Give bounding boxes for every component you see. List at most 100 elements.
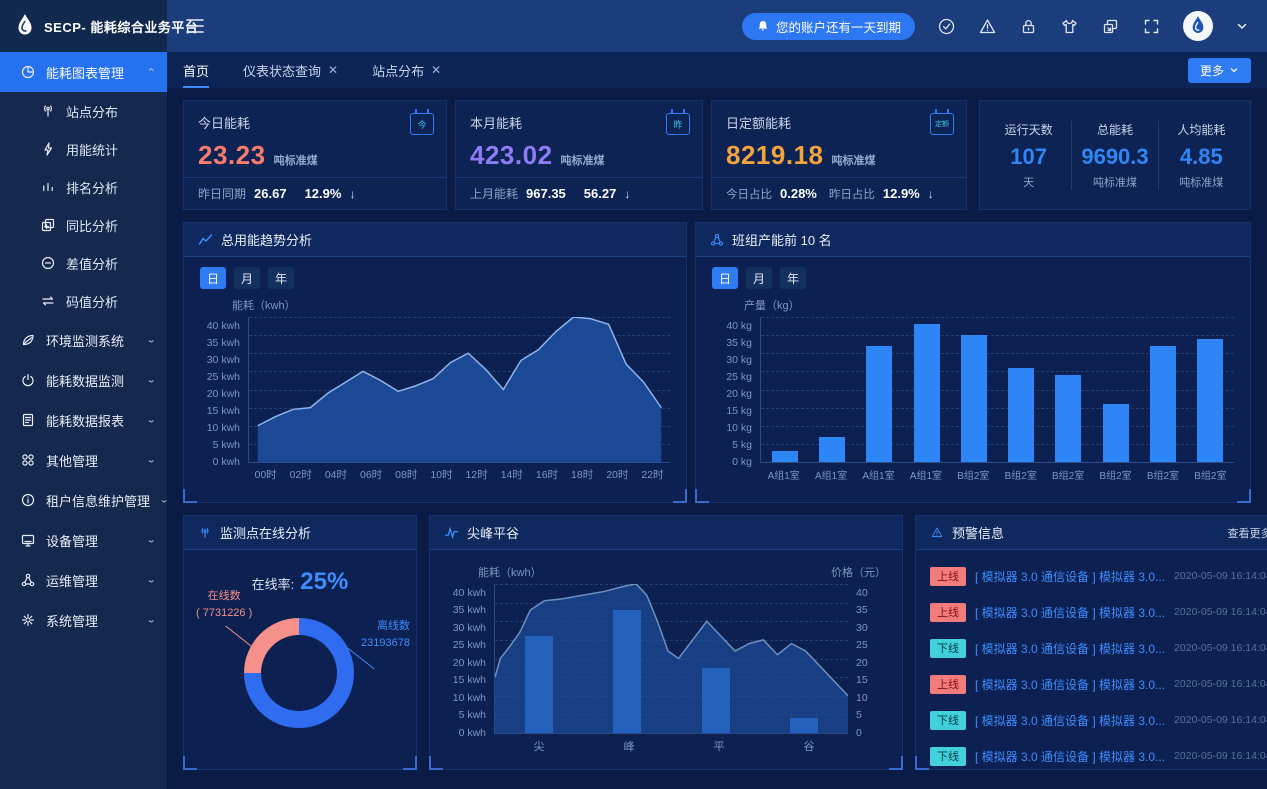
warning-icon[interactable] (978, 17, 997, 36)
y-axis-labels: 40 kwh 35 kwh 30 kwh 25 kwh 20 kwh 15 kwh 10 k… (196, 317, 248, 467)
toggle-year[interactable]: 年 (268, 267, 295, 289)
sidebar-subitem-1[interactable]: 用能统计 (0, 130, 167, 168)
sidebar-item-8[interactable]: 系统管理 ⌄ (0, 600, 167, 640)
sidebar-subitem-0[interactable]: 站点分布 (0, 92, 167, 130)
lock-icon[interactable] (1019, 17, 1038, 36)
trend-period-toggles: 日 月 年 (200, 267, 686, 289)
footer-percent: 56.27 (583, 186, 617, 201)
x-tick-label: 00时 (254, 469, 277, 481)
gridline (249, 335, 670, 337)
online-rate-value: 25% (300, 568, 349, 595)
more-tabs-button[interactable]: 更多 (1187, 57, 1251, 83)
down-arrow-icon: ↓ (624, 186, 631, 201)
y-tick-label: 40 kwh (206, 320, 240, 332)
sidebar-subitem-2[interactable]: 排名分析 (0, 168, 167, 206)
tab-meter-status[interactable]: 仪表状态查询 ✕ (243, 52, 338, 88)
toggle-month[interactable]: 月 (746, 267, 773, 289)
gridline (761, 353, 1234, 355)
sidebar-item-7[interactable]: 运维管理 ⌄ (0, 560, 167, 600)
alert-row-5[interactable]: 下线 [ 模拟器 3.0 通信设备 ] 模拟器 3.0... 2020-05-09 … (930, 738, 1267, 769)
y-tick-label: 40 (856, 587, 868, 599)
x-tick-label: 12时 (465, 469, 488, 481)
close-icon[interactable]: ✕ (328, 63, 339, 77)
y-tick-label: 25 kg (726, 370, 752, 383)
gear-icon (20, 612, 36, 628)
metric-total-energy: 总能耗 9690.3 吨标准煤 (1071, 120, 1157, 190)
y-tick-label: 15 (856, 674, 868, 687)
see-more-link[interactable]: 查看更多 (1227, 527, 1267, 540)
panel-team-ranking: 班组产能前 10 名 日 月 年 产量（kg） 40 kg 35 kg 30 kg 2… (695, 222, 1251, 503)
alert-row-2[interactable]: 下线 [ 模拟器 3.0 通信设备 ] 模拟器 3.0... 2020-05-09 … (930, 630, 1267, 666)
x-axis-labels: 尖峰平谷 (494, 738, 854, 754)
panel-title: 监测点在线分析 (220, 526, 312, 541)
toggle-day[interactable]: 日 (200, 267, 227, 289)
online-rate: 在线率: 25% (251, 568, 349, 595)
alert-row-1[interactable]: 上线 [ 模拟器 3.0 通信设备 ] 模拟器 3.0... 2020-05-09 … (930, 594, 1267, 630)
tab-home[interactable]: 首页 (183, 52, 210, 88)
sidebar-subitem-4[interactable]: 差值分析 (0, 244, 167, 282)
footer-value: 26.67 (254, 186, 287, 201)
layers-icon[interactable] (1101, 17, 1120, 36)
palette-check-icon[interactable] (937, 17, 956, 36)
tab-site-distribution[interactable]: 站点分布 ✕ (372, 52, 441, 88)
chevron-down-icon: ⌄ (145, 335, 156, 345)
y-tick-label: 35 kg (726, 336, 752, 349)
fullscreen-icon[interactable] (1142, 17, 1161, 36)
status-badge: 下线 (930, 746, 966, 766)
chevron-up-icon: ⌃ (145, 67, 156, 77)
sidebar-item-5[interactable]: 租户信息维护管理 ⌄ (0, 480, 169, 520)
chevron-down-icon[interactable] (1235, 19, 1249, 33)
menu-collapse-icon[interactable] (185, 17, 205, 35)
account-expiry-notice[interactable]: 您的账户还有一天到期 (741, 12, 915, 40)
sidebar: 能耗图表管理 ⌃ 站点分布 用能统计 排名分析 同比分析 差值分析 码值分析 环境监测系统 ⌄ 能耗… (0, 52, 169, 789)
sidebar-item-label: 能耗数据报表 (46, 413, 125, 429)
sidebar-item-3[interactable]: 能耗数据报表 ⌄ (0, 400, 167, 440)
metric-value: 4.85 (1179, 143, 1223, 169)
y-axis-title-left: 能耗（kwh） (478, 567, 542, 579)
gridline (761, 371, 1234, 373)
gridline (761, 389, 1234, 391)
sidebar-item-label: 系统管理 (46, 613, 99, 629)
chevron-down-icon (1230, 68, 1238, 73)
gridline (495, 602, 848, 604)
metric-value: 9690.3 (1081, 143, 1149, 169)
device-icon (20, 532, 36, 548)
toggle-day[interactable]: 日 (712, 267, 739, 289)
y-tick-label: 15 kwh (206, 404, 240, 417)
alert-message: [ 模拟器 3.0 通信设备 ] 模拟器 3.0... (975, 713, 1166, 728)
panel-alerts: 预警信息 查看更多 上线 [ 模拟器 3.0 通信设备 ] 模拟器 3.0... 2… (915, 515, 1267, 770)
x-tick-label: 18时 (571, 469, 594, 481)
theme-icon[interactable] (1060, 17, 1079, 36)
antenna-icon (201, 527, 209, 538)
sidebar-item-2[interactable]: 能耗数据监测 ⌄ (0, 360, 167, 400)
sidebar-item-0[interactable]: 能耗图表管理 ⌃ (0, 52, 167, 92)
gridline (761, 335, 1234, 337)
sidebar-item-4[interactable]: 其他管理 ⌄ (0, 440, 167, 480)
sidebar-subitem-3[interactable]: 同比分析 (0, 206, 167, 244)
alert-timestamp: 2020-05-09 16:14:04 (1174, 678, 1267, 690)
metric-run-days: 运行天数 107 天 (986, 121, 1071, 190)
y-axis-labels-left: 40 kwh 35 kwh 30 kwh 25 kwh 20 kwh 15 kwh 10 k… (442, 584, 494, 738)
toggle-year[interactable]: 年 (780, 267, 807, 289)
toggle-month[interactable]: 月 (234, 267, 261, 289)
alert-row-0[interactable]: 上线 [ 模拟器 3.0 通信设备 ] 模拟器 3.0... 2020-05-09 … (930, 558, 1267, 594)
ranking-bar-chart (760, 317, 1234, 463)
user-avatar[interactable] (1183, 11, 1213, 41)
sidebar-item-1[interactable]: 环境监测系统 ⌄ (0, 320, 167, 360)
area-series (495, 584, 848, 733)
notice-text: 您的账户还有一天到期 (775, 20, 901, 35)
gridline (249, 353, 670, 355)
gridline (495, 584, 848, 585)
tab-bar: 首页 仪表状态查询 ✕ 站点分布 ✕ 更多 (167, 52, 1267, 88)
calendar-quota-icon: 定额 (930, 109, 954, 135)
x-tick-label: 06时 (360, 469, 383, 481)
y-tick-label: 5 kwh (458, 709, 486, 722)
bar (1150, 346, 1177, 462)
status-badge: 上线 (930, 566, 966, 586)
alert-row-4[interactable]: 下线 [ 模拟器 3.0 通信设备 ] 模拟器 3.0... 2020-05-09 … (930, 702, 1267, 738)
close-icon[interactable]: ✕ (431, 63, 442, 77)
sidebar-subitem-5[interactable]: 码值分析 (0, 282, 167, 320)
sidebar-item-label: 其他管理 (46, 453, 99, 469)
alert-row-3[interactable]: 上线 [ 模拟器 3.0 通信设备 ] 模拟器 3.0... 2020-05-09 … (930, 666, 1267, 702)
sidebar-item-6[interactable]: 设备管理 ⌄ (0, 520, 167, 560)
